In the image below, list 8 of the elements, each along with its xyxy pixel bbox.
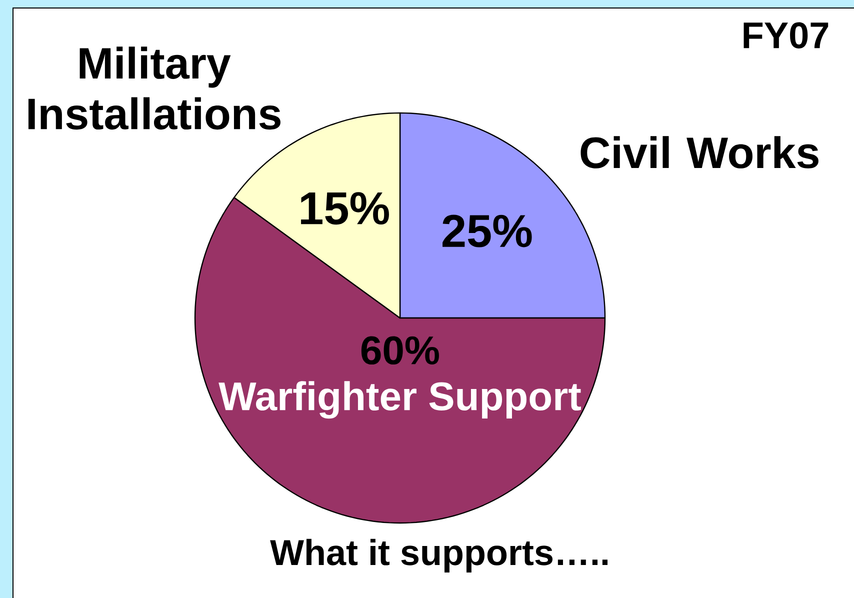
text: What it supports….. [270,538,608,572]
slice-label: Civil Works [580,136,818,168]
data-label: 15% [301,192,389,225]
slice-label: Warfighter Support [218,381,581,419]
slice-label: Military Installations [28,46,280,130]
data-label: 25% [442,214,532,248]
chart-title: FY07 [744,22,828,48]
data-label: 60% [361,336,439,365]
